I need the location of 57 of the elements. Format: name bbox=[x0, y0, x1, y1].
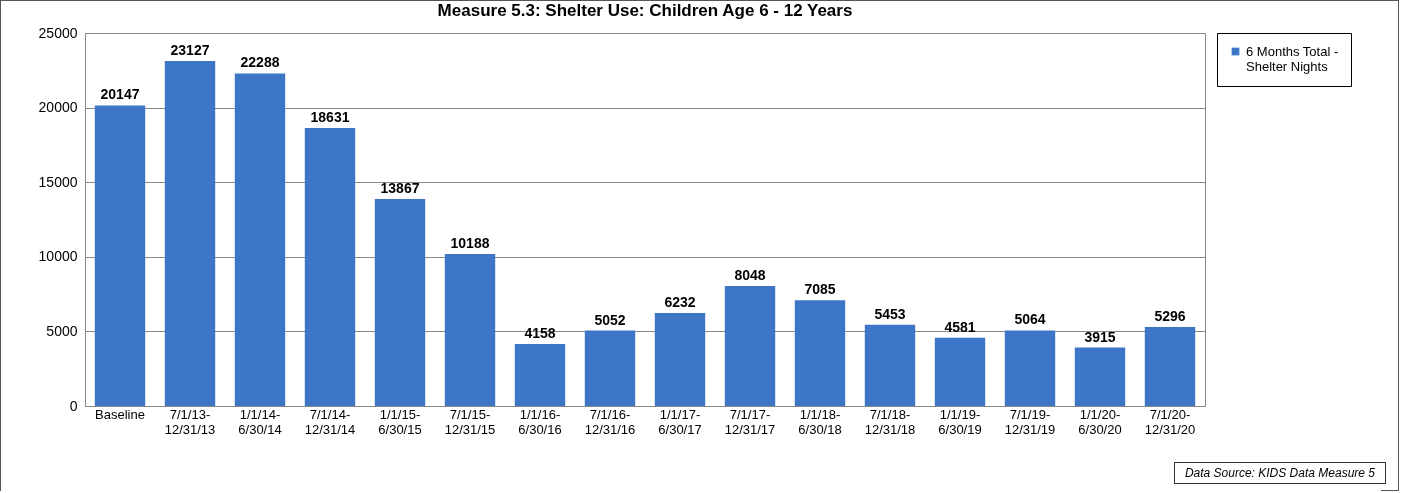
data-label: 23127 bbox=[170, 41, 210, 58]
data-label: 4158 bbox=[524, 324, 556, 341]
bar bbox=[864, 324, 916, 406]
bar bbox=[1074, 347, 1126, 406]
x-tick-label: 1/1/19-6/30/19 bbox=[938, 406, 982, 437]
x-tick-label: 7/1/20-12/31/20 bbox=[1144, 406, 1196, 437]
bar bbox=[234, 73, 286, 406]
bar bbox=[304, 128, 356, 406]
x-tick-label: 7/1/17-12/31/17 bbox=[724, 406, 776, 437]
bar bbox=[444, 254, 496, 406]
data-label: 7085 bbox=[804, 281, 836, 298]
data-label: 13867 bbox=[380, 180, 420, 197]
data-label: 20147 bbox=[100, 86, 140, 103]
x-tick-label: 7/1/19-12/31/19 bbox=[1004, 406, 1056, 437]
x-tick-label: 1/1/18-6/30/18 bbox=[798, 406, 842, 437]
x-tick-label: 1/1/16-6/30/16 bbox=[518, 406, 562, 437]
data-label: 5453 bbox=[874, 305, 906, 322]
bar bbox=[514, 343, 566, 406]
y-tick-label: 20000 bbox=[38, 99, 78, 116]
bar bbox=[654, 313, 706, 406]
x-tick-label: Baseline bbox=[95, 406, 145, 422]
bar bbox=[164, 60, 216, 406]
bar bbox=[584, 330, 636, 406]
data-label: 10188 bbox=[450, 235, 490, 251]
data-label: 3915 bbox=[1084, 328, 1116, 345]
bar bbox=[1004, 330, 1056, 406]
x-tick-label: 7/1/18-12/31/18 bbox=[864, 406, 916, 437]
x-tick-label: 1/1/17-6/30/17 bbox=[658, 406, 702, 437]
x-tick-label: 7/1/15-12/31/15 bbox=[444, 406, 496, 437]
y-tick-label: 5000 bbox=[46, 322, 78, 339]
legend-label: 6 Months Total - Shelter Nights bbox=[1246, 43, 1339, 74]
bar bbox=[934, 337, 986, 406]
data-label: 5064 bbox=[1014, 311, 1046, 328]
data-label: 5296 bbox=[1154, 307, 1186, 324]
x-tick-label: 1/1/14-6/30/14 bbox=[238, 406, 282, 437]
y-tick-label: 0 bbox=[69, 397, 78, 414]
bar bbox=[94, 105, 146, 406]
data-label: 18631 bbox=[310, 109, 350, 126]
bar bbox=[724, 285, 776, 406]
x-tick-label: 7/1/14-12/31/14 bbox=[304, 406, 356, 437]
data-label: 8048 bbox=[734, 266, 766, 283]
chart-title: Measure 5.3: Shelter Use: Children Age 6 - 12 Years bbox=[437, 1, 853, 20]
data-label: 5052 bbox=[594, 311, 626, 328]
bar bbox=[794, 300, 846, 406]
x-tick-label: 7/1/13-12/31/13 bbox=[164, 406, 216, 437]
y-tick-label: 25000 bbox=[38, 24, 78, 41]
x-tick-label: 1/1/20-6/30/20 bbox=[1078, 406, 1122, 437]
data-label: 6232 bbox=[664, 294, 696, 311]
x-tick-label: 1/1/15-6/30/15 bbox=[378, 406, 422, 437]
source-note: Data Source: KIDS Data Measure 5 bbox=[1173, 462, 1386, 484]
x-tick-label: 7/1/16-12/31/16 bbox=[584, 406, 636, 437]
data-label: 22288 bbox=[240, 54, 280, 71]
bar bbox=[1144, 326, 1196, 406]
data-label: 4581 bbox=[944, 318, 976, 335]
bar bbox=[374, 199, 426, 406]
y-tick-label: 10000 bbox=[38, 248, 78, 265]
y-tick-label: 15000 bbox=[38, 173, 78, 190]
